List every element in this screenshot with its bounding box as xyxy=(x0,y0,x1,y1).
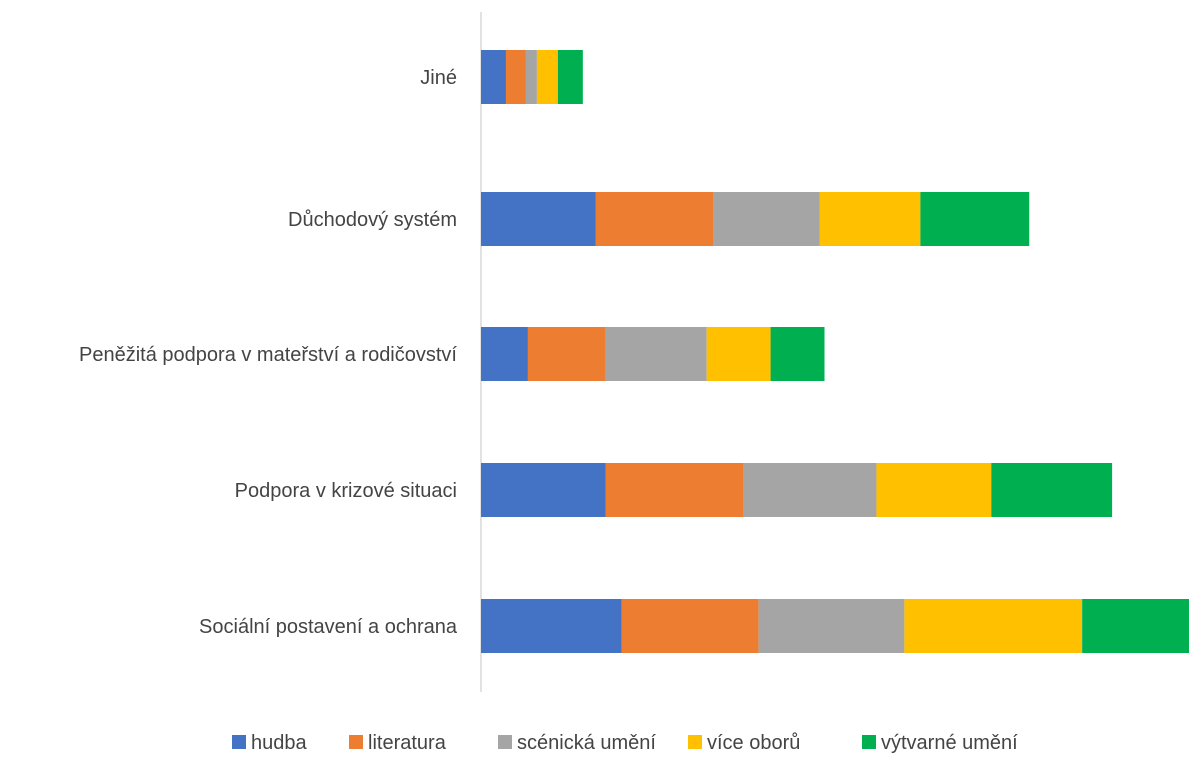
legend-swatch xyxy=(498,735,512,749)
legend-swatch xyxy=(688,735,702,749)
bar-segment xyxy=(536,50,558,104)
bar-segment xyxy=(991,463,1113,517)
bar-segment xyxy=(819,192,921,246)
legend-label: literatura xyxy=(368,732,447,754)
bar-segment xyxy=(876,463,992,517)
bar-segment xyxy=(605,327,707,381)
legend: hudba literatura scénická umění více oborů v… xyxy=(232,732,1018,754)
legend-label: hudba xyxy=(251,732,307,754)
bar-segment xyxy=(605,463,744,517)
bar-segment xyxy=(904,599,1083,653)
legend-swatch xyxy=(862,735,876,749)
bar-segment xyxy=(1082,599,1189,653)
bar-segment xyxy=(481,463,606,517)
bar-segment xyxy=(621,599,759,653)
bar-segment xyxy=(481,192,596,246)
bar-segment xyxy=(595,192,714,246)
category-label: Jiné xyxy=(420,67,457,89)
bar-segment xyxy=(557,50,583,104)
bar-segment xyxy=(770,327,825,381)
category-label: Důchodový systém xyxy=(288,209,457,231)
category-label: Peněžitá podpora v mateřství a rodičovst… xyxy=(79,344,457,366)
bar-segment xyxy=(758,599,905,653)
bar-segment xyxy=(525,50,537,104)
bar-segment xyxy=(743,463,877,517)
bar-segment xyxy=(481,50,506,104)
bar-segment xyxy=(481,599,622,653)
bar-segment xyxy=(527,327,606,381)
category-label: Podpora v krizové situaci xyxy=(235,480,457,502)
legend-label: výtvarné umění xyxy=(881,732,1018,754)
category-label: Sociální postavení a ochrana xyxy=(199,616,458,638)
bar-segment xyxy=(706,327,771,381)
legend-label: více oborů xyxy=(707,732,800,754)
bar-segment xyxy=(920,192,1030,246)
plot-area: Jiné Důchodový systém Peněžitá podpora v m… xyxy=(79,12,1189,692)
legend-label: scénická umění xyxy=(517,732,656,754)
bar-segment xyxy=(481,327,528,381)
bar-segment xyxy=(713,192,820,246)
legend-swatch xyxy=(232,735,246,749)
bar-segment xyxy=(505,50,526,104)
legend-swatch xyxy=(349,735,363,749)
